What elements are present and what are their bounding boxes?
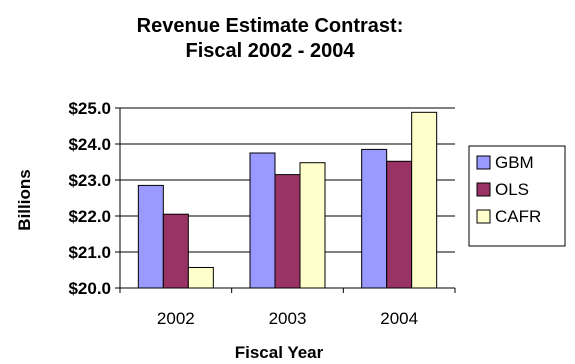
- bar-cafr-2003: [299, 162, 326, 289]
- bar-cafr-2002: [187, 266, 214, 289]
- y-tick-label: $25.0: [68, 99, 111, 118]
- legend-label-cafr: CAFR: [495, 207, 541, 226]
- axes: [115, 107, 456, 293]
- x-axis-label: Fiscal Year: [235, 343, 324, 362]
- y-tick-label: $24.0: [68, 135, 111, 154]
- x-tick-label: 2003: [269, 309, 307, 328]
- legend-swatch-cafr: [476, 209, 491, 224]
- chart-title-line-2: Fiscal 2002 - 2004: [185, 40, 355, 62]
- y-axis-label: Billions: [15, 169, 34, 230]
- bar-ols-2004: [386, 160, 413, 289]
- bars: [137, 111, 438, 289]
- bar-gbm-2002: [137, 184, 164, 289]
- legend-swatch-ols: [476, 182, 491, 197]
- bar-gbm-2004: [361, 148, 388, 289]
- bar-gbm-2003: [249, 152, 276, 289]
- bar-cafr-2004: [411, 111, 438, 289]
- x-tick-label: 2004: [380, 309, 418, 328]
- x-tick-label: 2002: [157, 309, 195, 328]
- y-tick-label: $22.0: [68, 207, 111, 226]
- y-tick-label: $21.0: [68, 243, 111, 262]
- legend-label-gbm: GBM: [495, 153, 534, 172]
- bar-ols-2002: [162, 213, 189, 289]
- y-tick-labels: $20.0 $21.0 $22.0 $23.0 $24.0 $25.0: [68, 99, 111, 298]
- chart-title-line-1: Revenue Estimate Contrast:: [137, 15, 404, 37]
- legend-label-ols: OLS: [495, 180, 529, 199]
- legend: GBM OLS CAFR: [468, 145, 566, 247]
- y-tick-label: $23.0: [68, 171, 111, 190]
- legend-swatch-gbm: [476, 155, 491, 170]
- bar-ols-2003: [274, 174, 301, 289]
- x-tick-labels: 2002 2003 2004: [157, 309, 418, 328]
- y-tick-label: $20.0: [68, 279, 111, 298]
